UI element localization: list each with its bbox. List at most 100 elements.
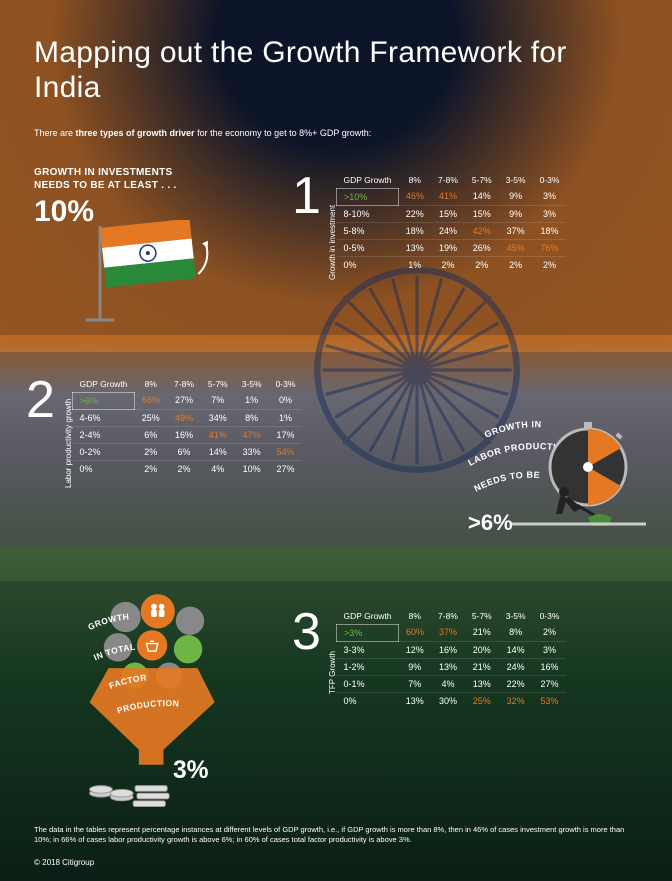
cell: 17% <box>269 426 303 443</box>
s2-number: 2 <box>26 374 55 426</box>
s3-number: 3 <box>292 606 321 658</box>
cell: 60% <box>399 624 432 641</box>
cell: 27% <box>533 675 567 692</box>
cell: 27% <box>269 460 303 477</box>
cell: 37% <box>499 222 533 239</box>
col-header: 0-3% <box>533 172 567 189</box>
row-label: >6% <box>73 392 135 409</box>
cell: 4% <box>201 460 235 477</box>
cell: 47% <box>235 426 269 443</box>
cell: 4% <box>431 675 465 692</box>
row-label: 4-6% <box>73 409 135 426</box>
col-header: 7-8% <box>431 608 465 625</box>
intro-bold: three types of growth driver <box>76 128 195 138</box>
cell: 32% <box>499 692 533 709</box>
cell: 37% <box>431 624 465 641</box>
col-header: 0-3% <box>533 608 567 625</box>
cell: 15% <box>431 205 465 222</box>
cell: 13% <box>399 692 432 709</box>
cell: 18% <box>533 222 567 239</box>
row-label: >3% <box>337 624 399 641</box>
cell: 1% <box>399 256 432 273</box>
cell: 46% <box>399 188 432 205</box>
col-header: 7-8% <box>431 172 465 189</box>
section-3: 3 TFP Growth GDP Growth8%7-8%5-7%3-5%0-3… <box>34 604 638 774</box>
col-header: 7-8% <box>167 376 201 393</box>
cell: 3% <box>533 641 567 658</box>
cell: 42% <box>465 222 499 239</box>
row-label: 5-8% <box>337 222 399 239</box>
copyright: © 2018 Citigroup <box>34 858 94 867</box>
row-label: 8-10% <box>337 205 399 222</box>
cell: 19% <box>431 239 465 256</box>
cell: 66% <box>135 392 168 409</box>
cell: 25% <box>465 692 499 709</box>
row-label: 0-5% <box>337 239 399 256</box>
cell: 21% <box>465 658 499 675</box>
s2-axis-label: Labor productivity growth <box>64 398 73 487</box>
cell: 2% <box>431 256 465 273</box>
cell: 24% <box>499 658 533 675</box>
cell: 27% <box>167 392 201 409</box>
cell: 6% <box>135 426 168 443</box>
cell: 7% <box>399 675 432 692</box>
cell: 8% <box>499 624 533 641</box>
intro-text: There are three types of growth driver f… <box>34 127 638 140</box>
s3-axis-label: TFP Growth <box>328 651 337 694</box>
col-header: 5-7% <box>201 376 235 393</box>
cell: 14% <box>465 188 499 205</box>
cell: 41% <box>431 188 465 205</box>
cell: 18% <box>399 222 432 239</box>
table-2: GDP Growth8%7-8%5-7%3-5%0-3%>6%66%27%7%1… <box>72 376 302 477</box>
cell: 0% <box>269 392 303 409</box>
cell: 41% <box>201 426 235 443</box>
section-2: 2 Labor productivity growth GDP Growth8%… <box>34 380 638 540</box>
cell: 26% <box>465 239 499 256</box>
cell: 14% <box>499 641 533 658</box>
cell: 53% <box>533 692 567 709</box>
intro-pre: There are <box>34 128 76 138</box>
cell: 21% <box>465 624 499 641</box>
cell: 9% <box>499 205 533 222</box>
s1-headline-l2: NEEDS TO BE AT LEAST . . . <box>34 179 177 193</box>
col-header: 3-5% <box>499 172 533 189</box>
cell: 16% <box>431 641 465 658</box>
row-label: 0-1% <box>337 675 399 692</box>
cell: 1% <box>269 409 303 426</box>
col-header: 5-7% <box>465 608 499 625</box>
cell: 14% <box>201 443 235 460</box>
cell: 2% <box>499 256 533 273</box>
cell: 10% <box>235 460 269 477</box>
col-header: 0-3% <box>269 376 303 393</box>
cell: 15% <box>465 205 499 222</box>
cell: 9% <box>399 658 432 675</box>
col-header: 5-7% <box>465 172 499 189</box>
row-label: 0-2% <box>73 443 135 460</box>
cell: 16% <box>533 658 567 675</box>
cell: 30% <box>431 692 465 709</box>
cell: 12% <box>399 641 432 658</box>
footer-text: The data in the tables represent percent… <box>34 825 638 845</box>
cell: 45% <box>499 239 533 256</box>
section-1: GROWTH IN INVESTMENTS NEEDS TO BE AT LEA… <box>34 166 638 326</box>
s1-bigpct: 10% <box>34 195 177 229</box>
cell: 76% <box>533 239 567 256</box>
page-title: Mapping out the Growth Framework for Ind… <box>34 36 638 105</box>
cell: 16% <box>167 426 201 443</box>
cell: 25% <box>135 409 168 426</box>
row-label: 3-3% <box>337 641 399 658</box>
cell: 22% <box>399 205 432 222</box>
col-header: 3-5% <box>499 608 533 625</box>
col-header: GDP Growth <box>337 608 399 625</box>
cell: 2% <box>167 460 201 477</box>
cell: 3% <box>533 188 567 205</box>
cell: 2% <box>465 256 499 273</box>
col-header: 3-5% <box>235 376 269 393</box>
cell: 13% <box>431 658 465 675</box>
col-header: GDP Growth <box>73 376 135 393</box>
cell: 24% <box>431 222 465 239</box>
cell: 13% <box>465 675 499 692</box>
col-header: GDP Growth <box>337 172 399 189</box>
col-header: 8% <box>399 608 432 625</box>
cell: 33% <box>235 443 269 460</box>
